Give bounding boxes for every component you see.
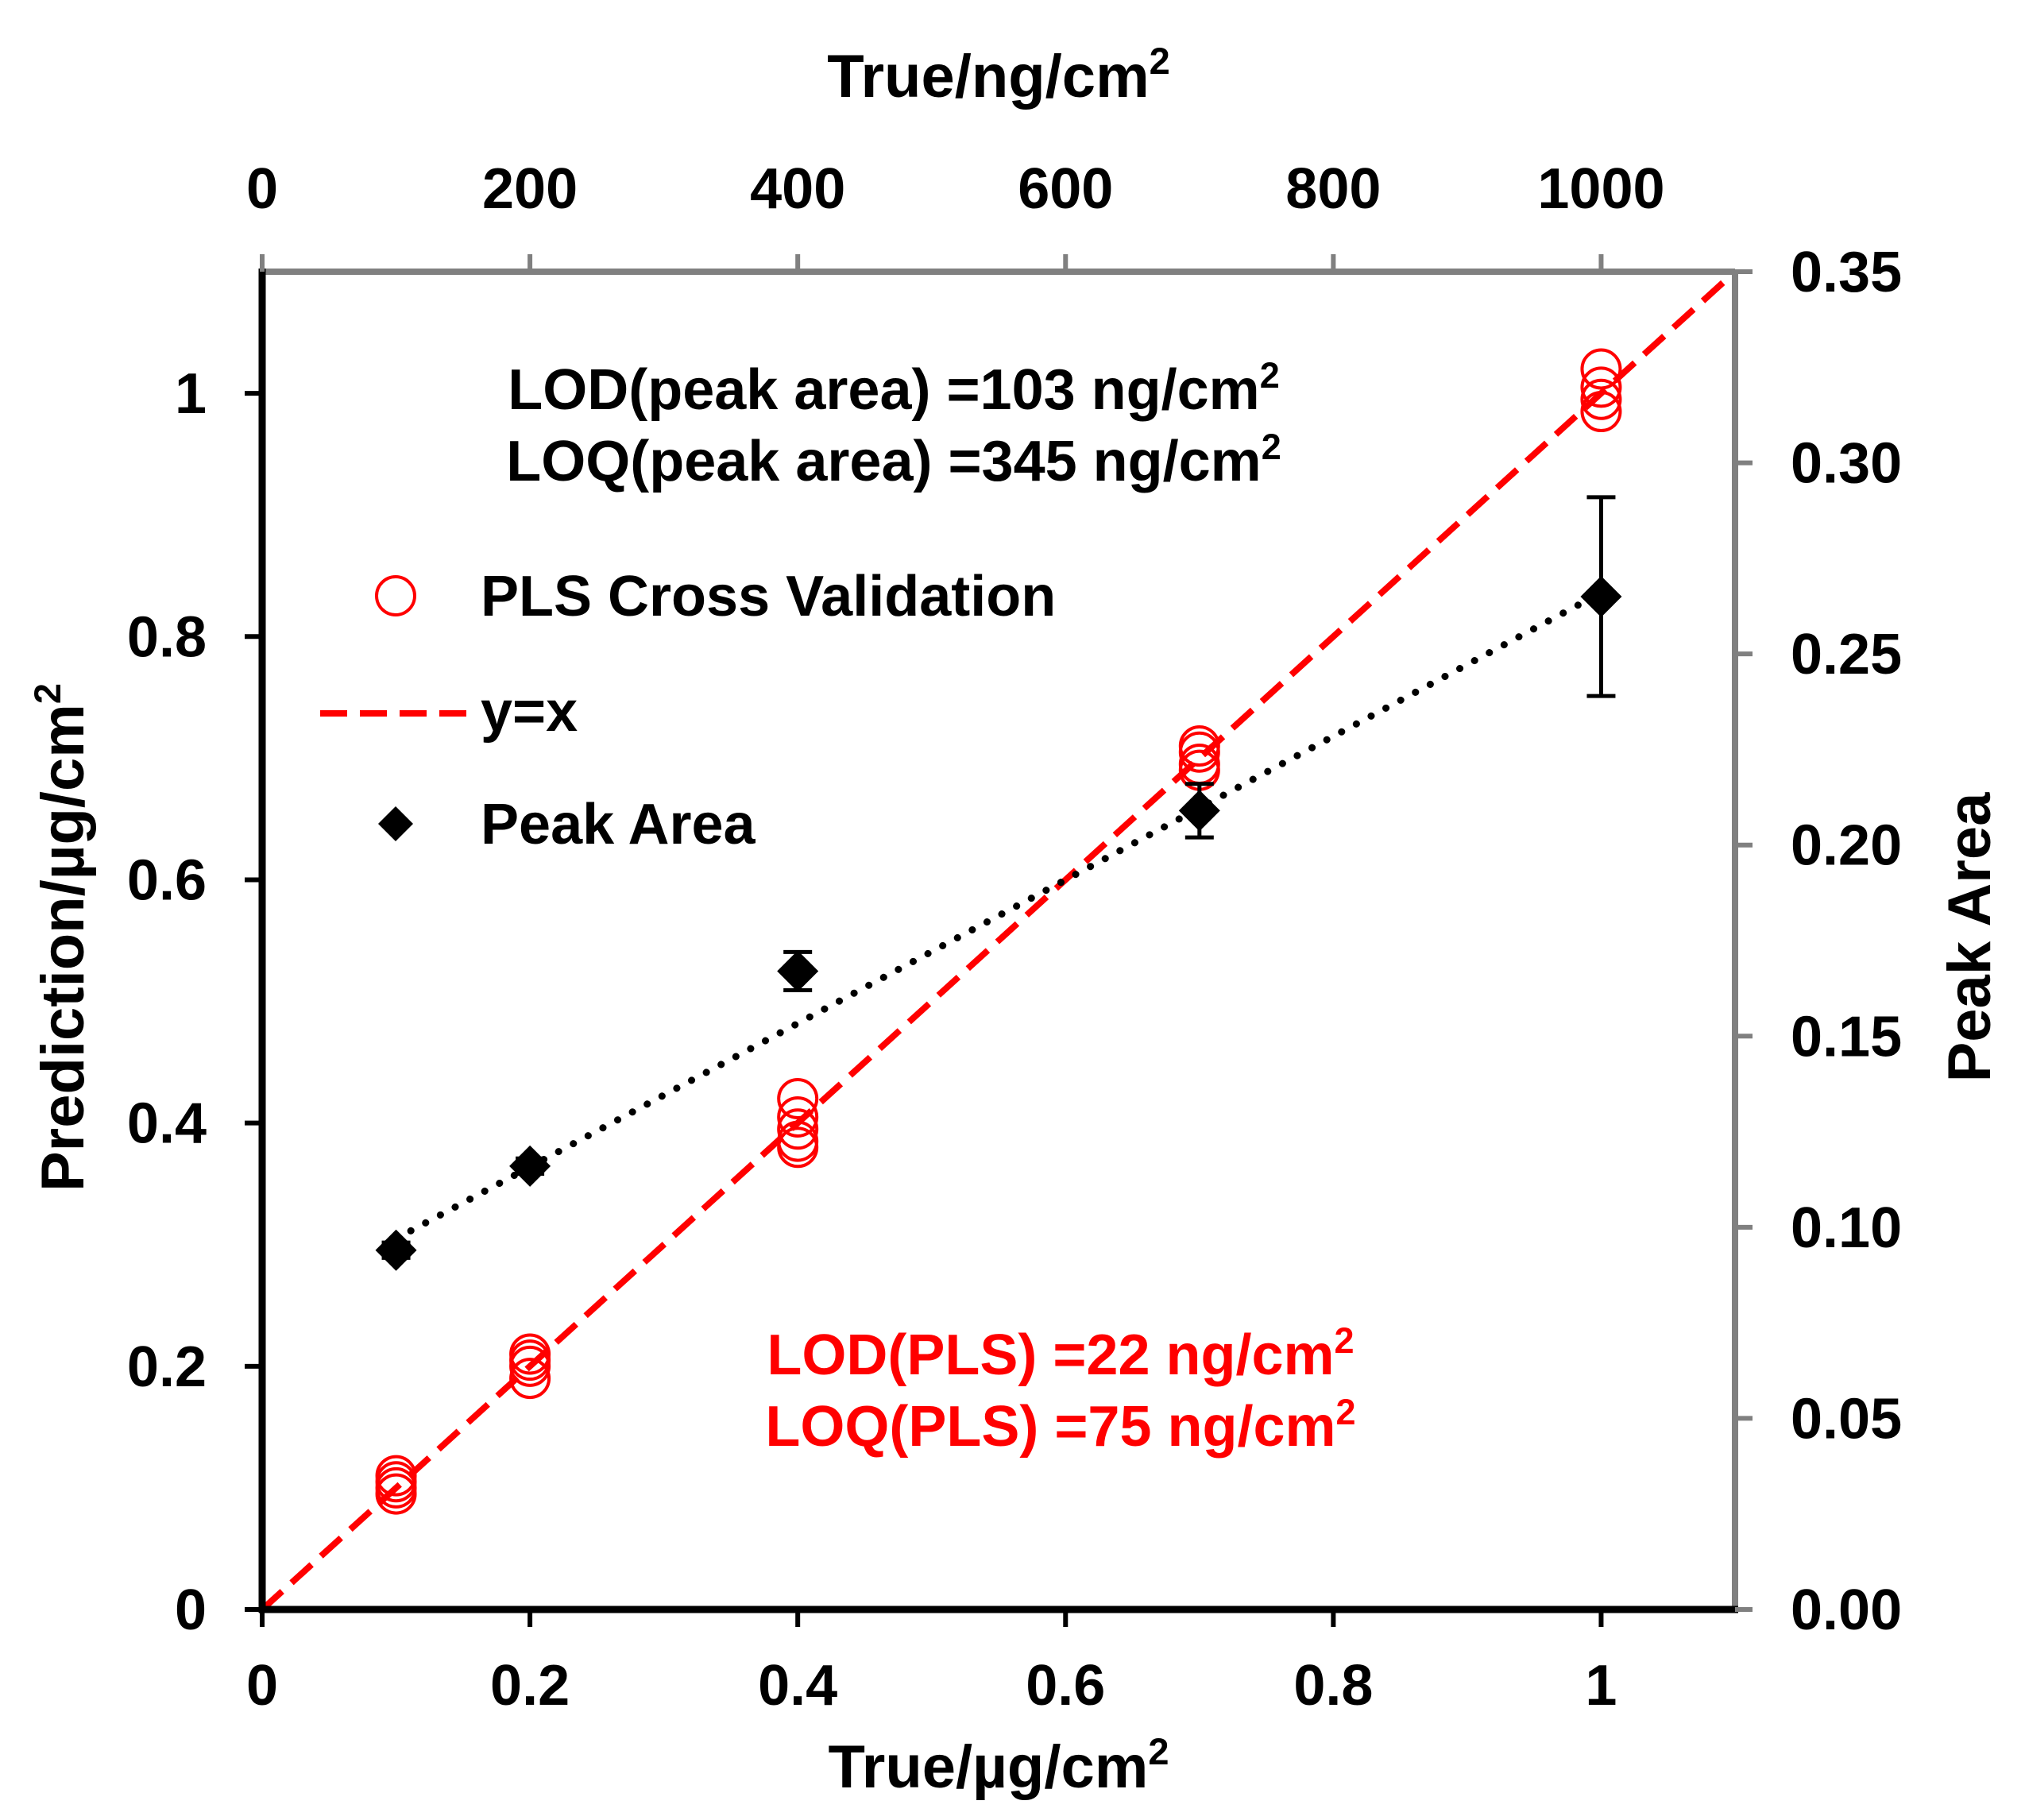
y2-tick-label: 0.15 [1791, 1005, 1902, 1068]
x2-tick-label: 600 [1018, 157, 1113, 221]
legend-diamond-icon [378, 806, 413, 841]
legend-label: PLS Cross Validation [481, 565, 1056, 628]
plot-frame [245, 254, 1753, 1627]
y2-tick-label: 0.20 [1791, 814, 1902, 878]
pls-point [1580, 366, 1622, 408]
x2-tick-label: 1000 [1537, 157, 1664, 221]
pls-point [777, 1126, 819, 1169]
annotation-text: LOQ(PLS) =75 ng/cm2 [765, 1392, 1355, 1459]
x2-tick-label: 200 [482, 157, 578, 221]
peak-area-point [1580, 575, 1622, 617]
x2-tick-label: 800 [1285, 157, 1381, 221]
pls-point [777, 1108, 819, 1150]
chart-marks [260, 269, 1737, 1612]
peak-area-point [777, 950, 819, 992]
x-tick-label: 0.8 [1293, 1654, 1373, 1718]
y2-tick-label: 0.00 [1791, 1578, 1902, 1642]
peak-area-point [375, 1229, 417, 1271]
y2-tick-label: 0.35 [1791, 241, 1902, 304]
y-tick-label: 0.8 [127, 605, 207, 669]
y-tick-label: 0.6 [127, 848, 207, 912]
pls-point [509, 1358, 551, 1400]
legend-circle-icon [375, 575, 416, 616]
annotation-text: LOD(PLS) =22 ng/cm2 [767, 1320, 1354, 1387]
x-axis-title: True/µg/cm2 [829, 1730, 1169, 1801]
x-tick-label: 0.6 [1026, 1654, 1105, 1718]
y-tick-label: 0.2 [127, 1335, 207, 1399]
x-tick-label: 0.2 [490, 1654, 570, 1718]
x-tick-label: 1 [1585, 1654, 1617, 1718]
pls-point [1178, 731, 1220, 773]
pls-point [1580, 348, 1622, 390]
y2-tick-label: 0.10 [1791, 1196, 1902, 1260]
peak-area-trend-line [392, 589, 1605, 1242]
x2-tick-label: 400 [750, 157, 845, 221]
peak-area-point [509, 1145, 551, 1187]
y-axis-title: Prediction/µg/cm2 [26, 683, 97, 1192]
x-tick-label: 0 [246, 1654, 278, 1718]
annotation-text: LOD(peak area) =103 ng/cm2 [508, 355, 1279, 422]
legend-label: Peak Area [481, 793, 756, 856]
pls-point [375, 1473, 417, 1515]
pls-point [777, 1095, 819, 1138]
annotation-text: LOQ(peak area) =345 ng/cm2 [506, 427, 1281, 493]
y2-tick-label: 0.25 [1791, 623, 1902, 686]
y2-tick-label: 0.05 [1791, 1387, 1902, 1451]
y-tick-label: 0 [175, 1578, 207, 1642]
y2-axis-title: Peak Area [1936, 792, 2004, 1083]
x2-tick-label: 0 [246, 157, 278, 221]
x2-axis-title: True/ng/cm2 [827, 40, 1170, 110]
pls-point [509, 1345, 551, 1387]
identity-line [260, 269, 1737, 1612]
x-tick-label: 0.4 [758, 1654, 837, 1718]
chart-texts: 0 0.2 0.4 0.6 0.8 1 0 0.2 0.4 0.6 0.8 1 0 200 400 600 80… [26, 40, 2004, 1801]
y-tick-label: 0.4 [127, 1092, 207, 1156]
y-tick-label: 1 [175, 362, 207, 426]
legend-label: y=x [481, 680, 578, 744]
pls-point [1580, 378, 1622, 420]
pls-point [1580, 391, 1622, 433]
pls-point [777, 1078, 819, 1120]
y2-tick-label: 0.30 [1791, 432, 1902, 496]
peak-area-point [1178, 790, 1220, 832]
